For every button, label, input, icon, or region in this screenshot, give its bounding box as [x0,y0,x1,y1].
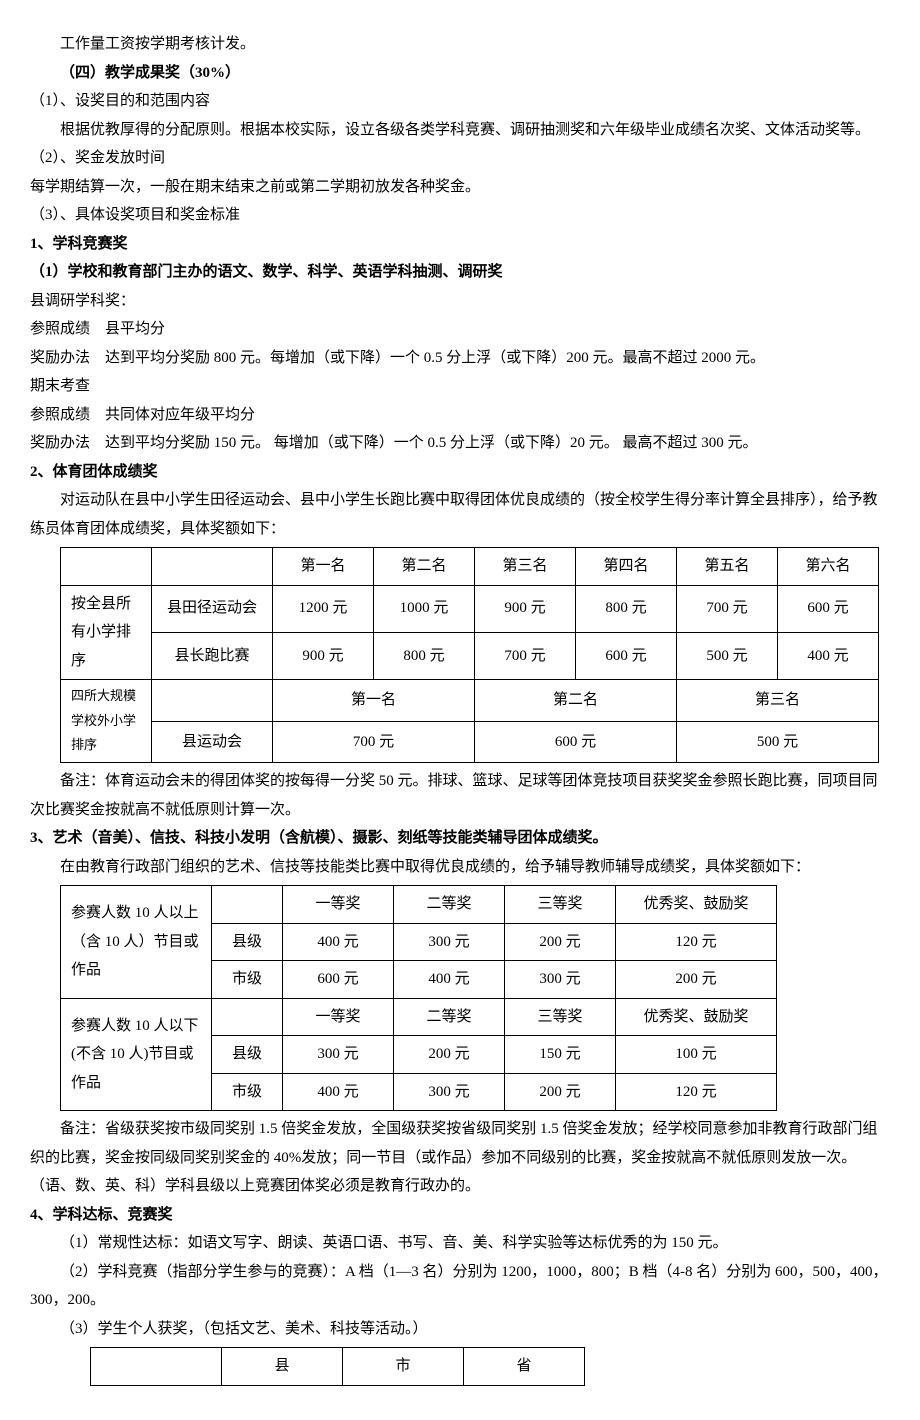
table-row: 四所大规模学校外小学排序 第一名 第二名 第三名 [61,680,879,722]
cell: 100 元 [616,1036,777,1074]
row-label: 县田径运动会 [152,585,273,632]
cell: 400 元 [283,1073,394,1111]
cell: 200 元 [616,961,777,999]
cell: 900 元 [273,632,374,679]
row-label: 县级 [212,1036,283,1074]
col-header: 第二名 [374,548,475,586]
col-header: 二等奖 [394,886,505,924]
cell: 800 元 [576,585,677,632]
table-row: 县长跑比赛 900 元 800 元 700 元 600 元 500 元 400 … [61,632,879,679]
s1-l5: 参照成绩 共同体对应年级平均分 [30,401,890,430]
col-header: 三等奖 [505,886,616,924]
s1-l6: 奖励办法 达到平均分奖励 150 元。 每增加（或下降）一个 0.5 分上浮（或… [30,429,890,458]
row-group-label: 四所大规模学校外小学排序 [61,680,152,763]
s2-body: 对运动队在县中小学生田径运动会、县中小学生长跑比赛中取得团体优良成绩的（按全校学… [30,486,890,543]
s4-p2: （2）学科竞赛（指部分学生参与的竞赛）：A 档（1—3 名）分别为 1200，1… [30,1258,890,1315]
cell: 700 元 [475,632,576,679]
col-header: 省 [464,1348,585,1386]
cell: 700 元 [273,721,475,763]
cell: 800 元 [374,632,475,679]
row-label: 县运动会 [152,721,273,763]
row-label: 市级 [212,961,283,999]
s1-sub1: （1）学校和教育部门主办的语文、数学、科学、英语学科抽测、调研奖 [30,258,890,287]
s2-note: 备注：体育运动会未的得团体奖的按每得一分奖 50 元。排球、篮球、足球等团体竞技… [30,767,890,824]
col-header: 第一名 [273,548,374,586]
cell: 300 元 [394,1073,505,1111]
p2-body: 每学期结算一次，一般在期末结束之前或第二学期初放发各种奖金。 [30,173,890,202]
cell: 300 元 [394,923,505,961]
sports-table: 第一名 第二名 第三名 第四名 第五名 第六名 按全县所有小学排序 县田径运动会… [60,547,879,763]
cell: 400 元 [394,961,505,999]
table-row: 参赛人数 10 人以下(不含 10 人)节目或作品 一等奖 二等奖 三等奖 优秀… [61,998,777,1036]
row-label: 市级 [212,1073,283,1111]
cell: 120 元 [616,1073,777,1111]
s3-note: 备注：省级获奖按市级同奖别 1.5 倍奖金发放，全国级获奖按省级同奖别 1.5 … [30,1115,890,1201]
table-row: 县 市 省 [91,1348,585,1386]
col-header: 二等奖 [394,998,505,1036]
arts-table: 参赛人数 10 人以上（含 10 人）节目或作品 一等奖 二等奖 三等奖 优秀奖… [60,885,777,1111]
s3-body: 在由教育行政部门组织的艺术、信技等技能类比赛中取得优良成绩的，给予辅导教师辅导成… [30,853,890,882]
row-label: 县长跑比赛 [152,632,273,679]
row-group-label: 参赛人数 10 人以上（含 10 人）节目或作品 [61,886,212,999]
p1-body: 根据优教厚得的分配原则。根据本校实际，设立各级各类学科竞赛、调研抽测奖和六年级毕… [30,116,890,145]
col-header: 第三名 [475,548,576,586]
cell: 400 元 [283,923,394,961]
cell: 700 元 [677,585,778,632]
col-header: 第二名 [475,680,677,722]
row-group-label: 按全县所有小学排序 [61,585,152,680]
cell: 600 元 [576,632,677,679]
student-award-table: 县 市 省 [90,1347,585,1386]
p1-title: （1）、设奖目的和范围内容 [30,87,890,116]
s1-l3: 奖励办法 达到平均分奖励 800 元。每增加（或下降）一个 0.5 分上浮（或下… [30,344,890,373]
col-header: 优秀奖、鼓励奖 [616,998,777,1036]
col-header: 市 [343,1348,464,1386]
col-header: 一等奖 [283,998,394,1036]
cell: 900 元 [475,585,576,632]
table-row: 参赛人数 10 人以上（含 10 人）节目或作品 一等奖 二等奖 三等奖 优秀奖… [61,886,777,924]
col-header: 第六名 [778,548,879,586]
cell: 150 元 [505,1036,616,1074]
cell: 600 元 [475,721,677,763]
s1-l2: 参照成绩 县平均分 [30,315,890,344]
cell: 200 元 [394,1036,505,1074]
cell: 400 元 [778,632,879,679]
row-group-label: 参赛人数 10 人以下(不含 10 人)节目或作品 [61,998,212,1111]
table-row: 第一名 第二名 第三名 第四名 第五名 第六名 [61,548,879,586]
s4-heading: 4、学科达标、竞赛奖 [30,1201,890,1230]
cell: 1000 元 [374,585,475,632]
s1-l1: 县调研学科奖： [30,287,890,316]
s2-heading: 2、体育团体成绩奖 [30,458,890,487]
intro-line0: 工作量工资按学期考核计发。 [30,30,890,59]
table-row: 按全县所有小学排序 县田径运动会 1200 元 1000 元 900 元 800… [61,585,879,632]
col-header: 三等奖 [505,998,616,1036]
s4-p1: （1）常规性达标：如语文写字、朗读、英语口语、书写、音、美、科学实验等达标优秀的… [30,1229,890,1258]
s1-l4: 期末考查 [30,372,890,401]
col-header: 第三名 [677,680,879,722]
p3-title: （3）、具体设奖项目和奖金标准 [30,201,890,230]
cell: 120 元 [616,923,777,961]
row-label: 县级 [212,923,283,961]
col-header: 一等奖 [283,886,394,924]
cell: 1200 元 [273,585,374,632]
cell: 600 元 [283,961,394,999]
heading-4: （四）教学成果奖（30%） [30,59,890,88]
s1-heading: 1、学科竞赛奖 [30,230,890,259]
s4-p3: （3）学生个人获奖，（包括文艺、美术、科技等活动。） [30,1315,890,1344]
table-row: 县运动会 700 元 600 元 500 元 [61,721,879,763]
cell: 500 元 [677,632,778,679]
col-header: 第四名 [576,548,677,586]
cell: 300 元 [505,961,616,999]
col-header: 优秀奖、鼓励奖 [616,886,777,924]
col-header: 第五名 [677,548,778,586]
p2-title: （2）、奖金发放时间 [30,144,890,173]
cell: 200 元 [505,1073,616,1111]
cell: 300 元 [283,1036,394,1074]
cell: 600 元 [778,585,879,632]
col-header: 第一名 [273,680,475,722]
s3-heading: 3、艺术（音美）、信技、科技小发明（含航模）、摄影、刻纸等技能类辅导团体成绩奖。 [30,824,890,853]
cell: 200 元 [505,923,616,961]
col-header: 县 [222,1348,343,1386]
cell: 500 元 [677,721,879,763]
